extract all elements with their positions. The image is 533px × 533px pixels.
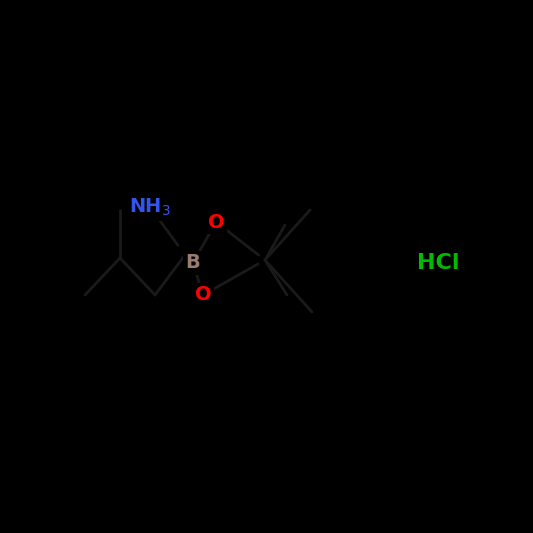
- Text: O: O: [208, 213, 224, 231]
- Text: B: B: [185, 254, 200, 272]
- Text: O: O: [195, 286, 211, 304]
- Text: NH$_3$: NH$_3$: [129, 196, 171, 217]
- Text: HCl: HCl: [417, 253, 459, 273]
